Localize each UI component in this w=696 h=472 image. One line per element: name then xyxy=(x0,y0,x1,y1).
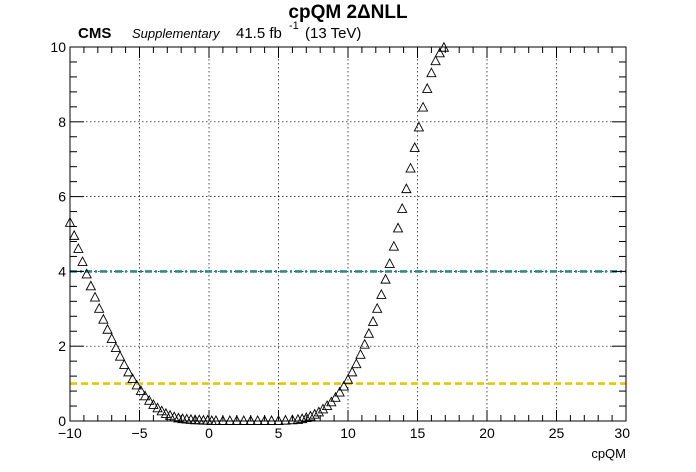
data-point xyxy=(385,259,394,268)
x-axis-title: cpQM xyxy=(591,446,626,461)
y-tick-labels: 0 2 4 6 8 10 xyxy=(50,39,66,429)
data-point xyxy=(377,290,386,299)
x-tick-label: 30 xyxy=(614,425,630,441)
data-point xyxy=(103,325,112,334)
data-point xyxy=(74,244,83,253)
data-point xyxy=(427,68,436,77)
data-point xyxy=(394,223,403,232)
data-point xyxy=(419,103,428,112)
data-point xyxy=(406,164,415,173)
data-point xyxy=(107,334,116,343)
data-point xyxy=(435,48,444,57)
data-point xyxy=(414,122,423,131)
x-tick-label: −5 xyxy=(132,425,148,441)
energy-label: (13 TeV) xyxy=(305,25,361,42)
data-point xyxy=(356,350,365,359)
data-point xyxy=(364,329,373,338)
data-point xyxy=(369,317,378,326)
y-tick-label: 8 xyxy=(58,114,66,130)
y-tick-label: 4 xyxy=(58,263,66,279)
data-point xyxy=(86,281,95,290)
grid xyxy=(70,47,626,421)
data-point xyxy=(116,352,125,361)
data-point xyxy=(111,343,120,352)
status-label: Supplementary xyxy=(132,26,221,41)
data-point xyxy=(120,360,129,369)
x-tick-label: 20 xyxy=(479,425,495,441)
data-point xyxy=(373,304,382,313)
y-tick-label: 0 xyxy=(58,413,66,429)
x-tick-labels: −10 −5 0 5 10 15 20 25 30 xyxy=(58,425,630,441)
data-point xyxy=(402,184,411,193)
x-tick-label: 25 xyxy=(549,425,565,441)
chart-title: cpQM 2ΔNLL xyxy=(288,2,408,23)
y-tick-label: 6 xyxy=(58,189,66,205)
data-point xyxy=(431,56,440,64)
data-point xyxy=(352,359,361,368)
data-point xyxy=(398,204,407,213)
x-tick-label: 15 xyxy=(410,425,426,441)
data-point xyxy=(423,84,432,93)
data-point xyxy=(348,367,357,376)
lumi-value: 41.5 fb xyxy=(236,25,282,42)
data-markers xyxy=(66,43,449,425)
data-point xyxy=(78,257,87,266)
data-point xyxy=(381,275,390,284)
x-tick-label: 10 xyxy=(340,425,356,441)
data-point xyxy=(99,315,108,324)
data-point xyxy=(410,143,419,152)
data-point xyxy=(91,293,100,302)
data-point xyxy=(360,340,369,349)
y-tick-label: 10 xyxy=(50,39,66,55)
data-point xyxy=(389,242,398,251)
data-point xyxy=(95,304,104,313)
lumi-exponent: -1 xyxy=(289,20,299,32)
x-tick-label: 5 xyxy=(275,425,283,441)
data-point xyxy=(70,231,79,240)
y-tick-label: 2 xyxy=(58,338,66,354)
experiment-label: CMS xyxy=(78,25,111,42)
x-tick-label: 0 xyxy=(205,425,213,441)
